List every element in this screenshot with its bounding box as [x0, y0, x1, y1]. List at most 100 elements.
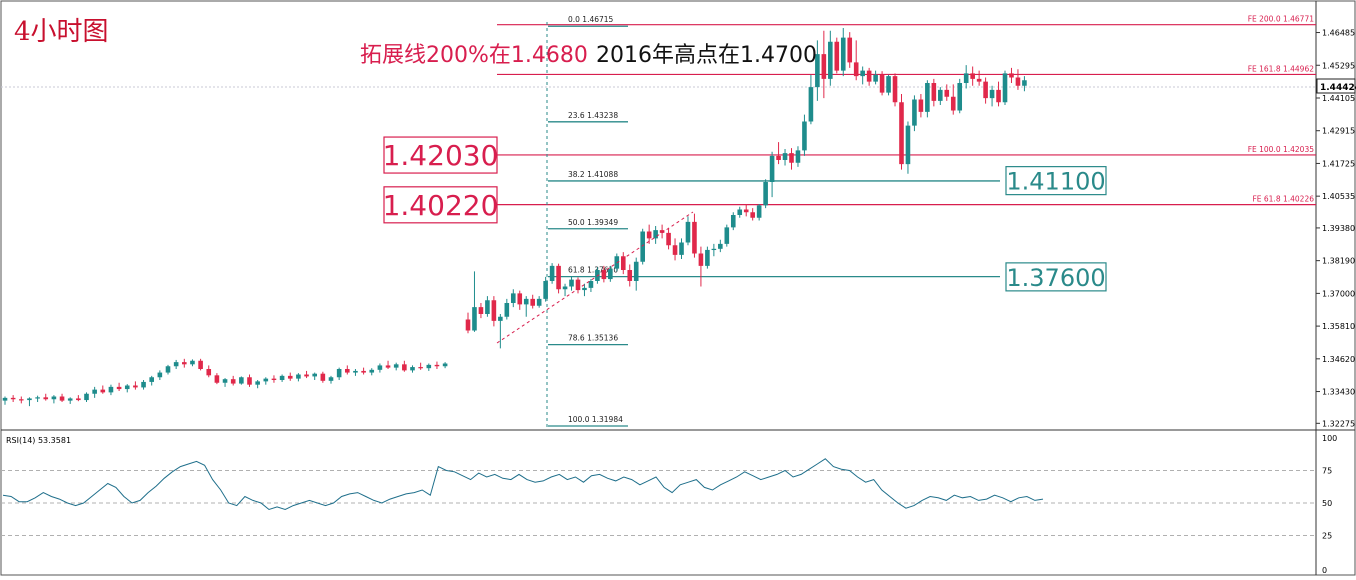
candle-body-down — [666, 232, 671, 246]
candle-body-up — [84, 393, 89, 401]
candle-body-up — [369, 369, 375, 373]
candle-body-up — [569, 279, 574, 287]
level-box-label: 1.41100 — [1006, 168, 1105, 196]
level-box-label: 1.37600 — [1006, 264, 1105, 292]
candle-body-up — [905, 125, 911, 165]
candle-body-up — [543, 281, 548, 299]
candle-body-up — [938, 89, 943, 101]
candle-body-up — [173, 362, 179, 367]
candle-body-up — [92, 389, 97, 394]
candle-body-down — [100, 389, 106, 393]
candle-body-down — [821, 54, 827, 79]
fib-level-label: 0.0 1.46715 — [568, 15, 614, 24]
rsi-tick-label: 0 — [1322, 566, 1327, 575]
candle-body-up — [782, 153, 788, 160]
candle-body-up — [255, 381, 260, 385]
price-tick-label: 1.40535 — [1322, 192, 1355, 201]
price-tick-label: 1.32275 — [1322, 419, 1355, 428]
candle-body-down — [434, 364, 440, 367]
candle-body-up — [2, 397, 8, 401]
candle-body-up — [410, 367, 415, 371]
candle-body-up — [239, 377, 244, 384]
candle-body-up — [912, 99, 917, 126]
candle-body-up — [35, 397, 40, 399]
candle-body-down — [247, 377, 252, 385]
candle-body-up — [925, 83, 930, 112]
candle-body-down — [672, 245, 678, 255]
candle-body-down — [304, 374, 309, 377]
candle-body-down — [478, 307, 484, 314]
candle-body-up — [157, 372, 163, 378]
level-box-label: 1.42030 — [383, 139, 499, 172]
level-box — [1005, 166, 1107, 196]
fe-level-label: FE 200.0 1.46771 — [1248, 15, 1315, 24]
candle-body-up — [523, 298, 529, 305]
candle-body-down — [983, 81, 988, 99]
candle-body-down — [620, 256, 626, 270]
candle-body-up — [312, 373, 317, 377]
chart-title: 4小时图 — [14, 17, 109, 47]
price-tick-label: 1.33430 — [1322, 388, 1355, 397]
candle-body-up — [989, 89, 995, 99]
candle-body-up — [756, 205, 762, 218]
candle-body-down — [601, 270, 607, 280]
candle-body-down — [950, 96, 956, 111]
candle-body-down — [892, 76, 898, 103]
rsi-tick-label: 50 — [1322, 499, 1332, 508]
fib-level-label: 100.0 1.31984 — [568, 415, 623, 424]
price-tick-label: 1.38190 — [1322, 257, 1355, 266]
rsi-tick-label: 75 — [1322, 467, 1332, 476]
candle-body-down — [692, 221, 697, 254]
candle-body-up — [679, 242, 684, 255]
candle-body-up — [536, 298, 542, 306]
candle-body-down — [899, 102, 904, 165]
level-box — [383, 186, 498, 224]
candle-body-up — [336, 369, 342, 378]
candle-body-down — [491, 300, 497, 321]
candle-body-up — [705, 249, 710, 266]
fib-level-label: 23.6 1.43238 — [568, 111, 618, 120]
candle-body-up — [498, 316, 503, 321]
candle-body-down — [776, 155, 781, 160]
candle-body-down — [996, 89, 1001, 103]
candle-body-up — [108, 386, 114, 393]
candle-body-down — [750, 212, 755, 218]
candle-body-up — [963, 73, 969, 83]
candle-body-down — [1009, 73, 1014, 78]
candle-body-up — [149, 377, 154, 382]
candle-body-down — [853, 62, 859, 77]
candle-body-up — [608, 268, 613, 280]
candle-body-down — [182, 362, 187, 365]
candle-body-down — [465, 319, 471, 331]
candle-body-up — [504, 303, 510, 317]
candle-body-up — [795, 150, 801, 163]
candle-body-up — [562, 286, 568, 290]
candle-body-up — [828, 41, 833, 79]
candle-body-up — [957, 83, 963, 111]
candle-body-up — [67, 398, 73, 401]
candle-body-up — [549, 265, 555, 281]
candle-body-up — [485, 300, 490, 314]
candle-body-up — [685, 221, 691, 243]
candle-body-down — [418, 367, 423, 369]
candle-body-up — [377, 365, 383, 370]
candle-body-up — [51, 396, 57, 400]
fib-retracement: 0.0 1.46715 23.6 1.43238 38.2 1.41088 50.0 … — [548, 15, 1000, 427]
candle-body-down — [970, 73, 975, 79]
price-tick-label: 1.34620 — [1322, 355, 1355, 364]
candle-body-down — [402, 364, 407, 371]
level-boxes: 1.42030 1.40220 1.41100 1.37600 — [383, 136, 1107, 292]
candle-body-up — [165, 366, 171, 373]
rsi-label: RSI(14) 53.3581 — [6, 436, 71, 445]
candle-body-up — [328, 377, 334, 381]
candle-body-down — [133, 385, 138, 388]
candle-body-down — [944, 89, 950, 97]
candle-body-down — [789, 153, 794, 163]
fib-level-label: 78.6 1.35136 — [568, 334, 618, 343]
candle-body-down — [345, 369, 350, 373]
fib-level-label: 38.2 1.41088 — [568, 170, 618, 179]
high-annotation: 2016年高点在1.4700 — [596, 43, 817, 68]
candle-body-down — [659, 230, 665, 233]
candle-body-down — [627, 270, 633, 281]
level-box — [1005, 262, 1107, 292]
